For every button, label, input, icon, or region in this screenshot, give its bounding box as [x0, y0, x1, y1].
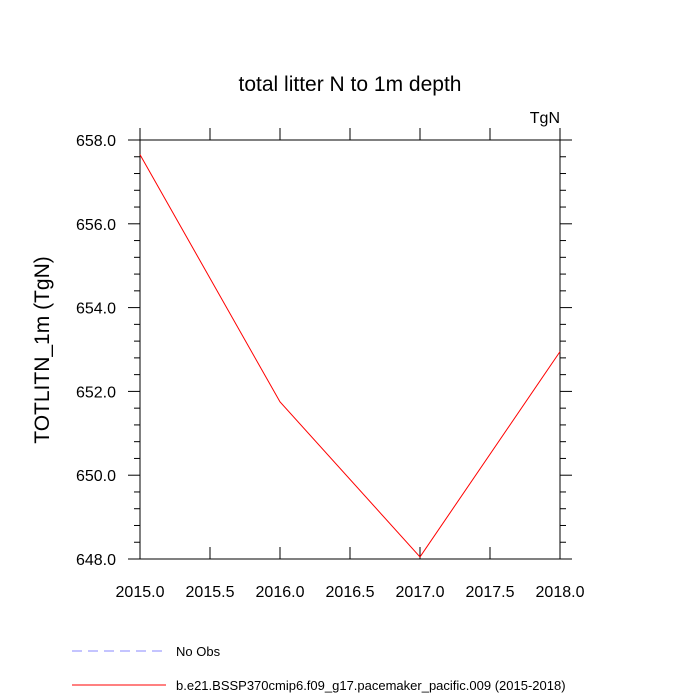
- plot-frame: [139, 139, 561, 560]
- x-tick-label: 2017.0: [396, 584, 445, 601]
- y-tick-label: 654.0: [76, 301, 116, 318]
- units-label: TgN: [530, 110, 560, 127]
- x-tick-label: 2016.5: [326, 584, 375, 601]
- legend: No Obs b.e21.BSSP370cmip6.f09_g17.pacemak…: [72, 644, 566, 693]
- axis-tick-labels: 2015.0 2015.5 2016.0 2016.5 2017.0 2017.5 2018…: [76, 133, 585, 601]
- y-tick-label: 658.0: [76, 133, 116, 150]
- series-line: [139, 154, 561, 558]
- y-tick-label: 652.0: [76, 384, 116, 401]
- x-tick-label: 2016.0: [256, 584, 305, 601]
- y-tick-label: 656.0: [76, 217, 116, 234]
- legend-label: b.e21.BSSP370cmip6.f09_g17.pacemaker_pac…: [176, 678, 566, 693]
- plot-area: [139, 139, 561, 560]
- x-tick-label: 2017.5: [466, 584, 515, 601]
- x-tick-label: 2015.5: [186, 584, 235, 601]
- axis-ticks: [128, 128, 572, 560]
- series-lines: [139, 154, 561, 558]
- legend-label: No Obs: [176, 644, 221, 659]
- chart-title: total litter N to 1m depth: [239, 73, 462, 96]
- y-tick-label: 650.0: [76, 468, 116, 485]
- y-tick-label: 648.0: [76, 552, 116, 569]
- y-axis-label: TOTLITN_1m (TgN): [31, 256, 54, 443]
- x-tick-label: 2015.0: [116, 584, 165, 601]
- x-tick-label: 2018.0: [536, 584, 585, 601]
